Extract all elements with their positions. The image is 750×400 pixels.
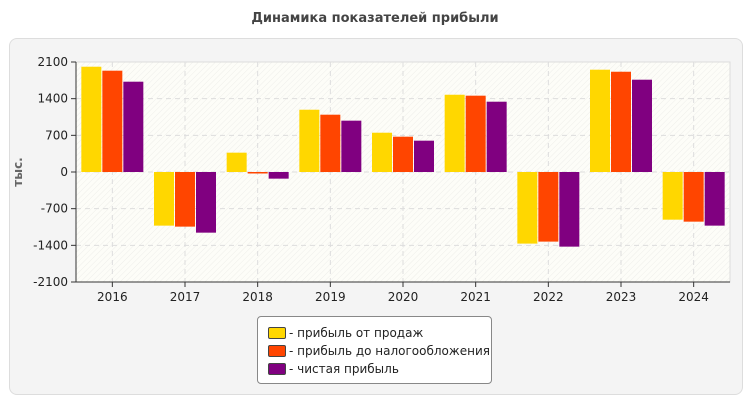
bar-2016-series-1: [81, 66, 102, 172]
y-tick-label: -1400: [33, 238, 68, 252]
legend-swatch: [268, 327, 286, 339]
y-tick-label: 700: [45, 128, 68, 142]
y-tick-label: -2100: [33, 275, 68, 289]
bar-2020-series-1: [372, 132, 392, 172]
bar-2018-series-3: [268, 172, 289, 179]
bar-2021-series-2: [465, 95, 486, 172]
x-tick-label: 2024: [678, 290, 709, 304]
bar-2019-series-2: [320, 114, 341, 172]
bar-2023-series-1: [590, 69, 610, 172]
bar-2016-series-2: [102, 70, 123, 172]
bar-2017-series-3: [196, 172, 216, 233]
bar-2017-series-1: [154, 172, 174, 226]
x-tick-label: 2017: [170, 290, 201, 304]
bar-2020-series-2: [393, 136, 413, 172]
y-tick-label: 1400: [37, 92, 68, 106]
bar-2022-series-1: [517, 172, 538, 244]
y-tick-label: -700: [41, 202, 68, 216]
legend-label: - прибыль от продаж: [289, 326, 424, 340]
x-tick-label: 2019: [315, 290, 346, 304]
legend-item[interactable]: - прибыль до налогообложения: [268, 343, 490, 359]
bar-2024-series-2: [683, 172, 704, 222]
legend-swatch: [268, 345, 286, 357]
bar-2024-series-1: [662, 172, 683, 220]
bar-2022-series-2: [538, 172, 559, 242]
legend-swatch: [268, 363, 286, 375]
bar-2021-series-3: [486, 101, 507, 172]
legend[interactable]: - прибыль от продаж - прибыль до налогооб…: [257, 316, 492, 384]
bar-2024-series-3: [704, 172, 725, 226]
legend-item[interactable]: - прибыль от продаж: [268, 325, 423, 341]
y-axis-label: тыс.: [11, 157, 25, 186]
bar-2018-series-2: [247, 172, 268, 174]
x-tick-label: 2016: [97, 290, 128, 304]
legend-label: - прибыль до налогообложения: [289, 344, 490, 358]
bar-2017-series-2: [175, 172, 195, 227]
chart-title: Динамика показателей прибыли: [251, 11, 499, 26]
x-tick-label: 2022: [533, 290, 564, 304]
bar-2020-series-3: [414, 140, 434, 172]
bar-2021-series-1: [444, 94, 465, 172]
x-tick-label: 2020: [388, 290, 419, 304]
bar-2018-series-1: [226, 152, 247, 172]
bar-2019-series-1: [299, 109, 320, 172]
legend-item[interactable]: - чистая прибыль: [268, 361, 399, 377]
bar-2023-series-2: [611, 71, 631, 172]
y-tick-label: 0: [60, 165, 68, 179]
legend-label: - чистая прибыль: [289, 362, 399, 376]
x-tick-label: 2021: [460, 290, 491, 304]
x-tick-label: 2018: [242, 290, 273, 304]
x-tick-label: 2023: [606, 290, 637, 304]
bar-2023-series-3: [632, 79, 652, 172]
bar-2016-series-3: [123, 81, 144, 172]
bar-2019-series-3: [341, 120, 362, 172]
bar-2022-series-3: [559, 172, 580, 247]
y-tick-label: 2100: [37, 55, 68, 69]
